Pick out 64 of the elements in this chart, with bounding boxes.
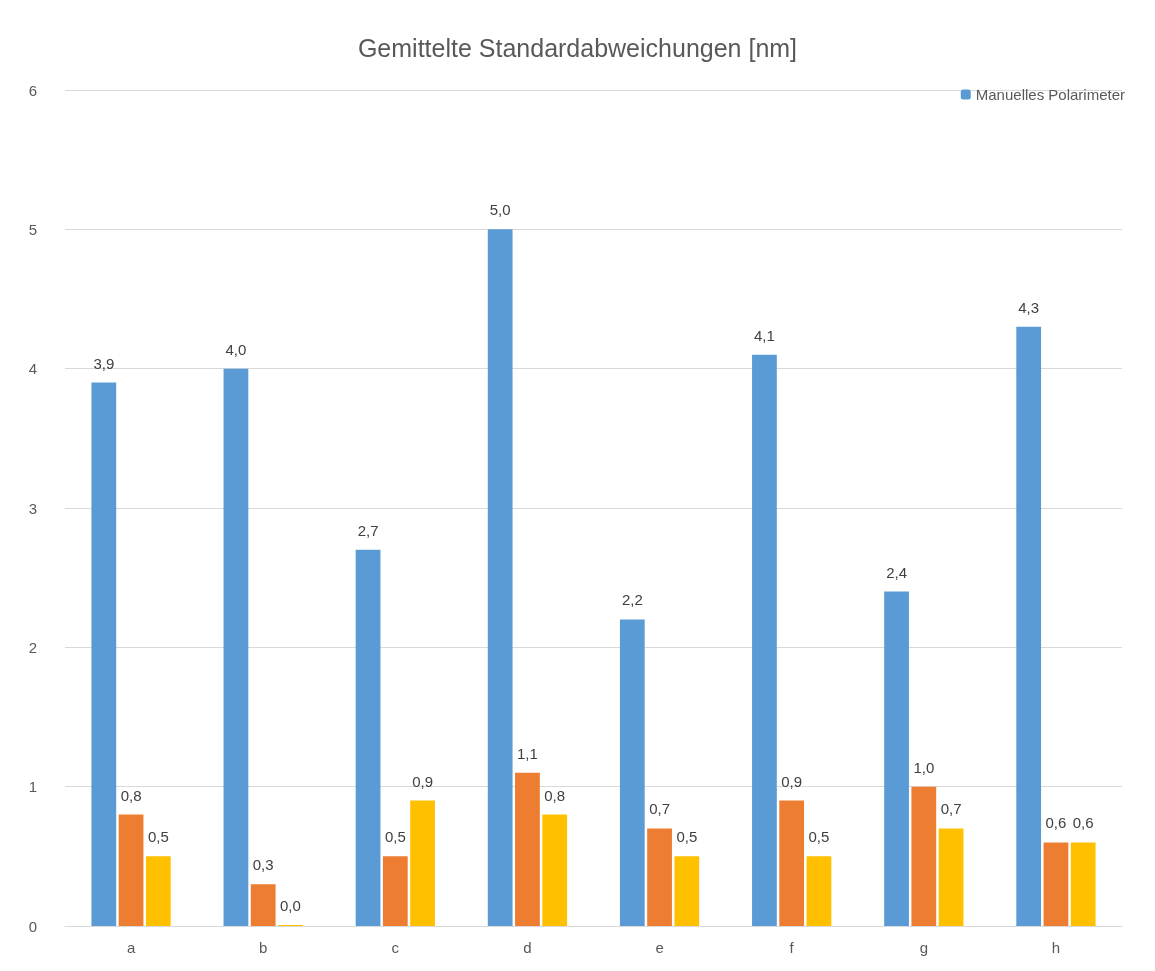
y-tick-label: 1 — [28, 778, 37, 796]
bar — [118, 814, 144, 926]
bar — [884, 591, 909, 926]
data-label: 1,1 — [517, 744, 538, 762]
bar — [382, 856, 408, 926]
bar — [1016, 326, 1042, 926]
bar — [250, 884, 276, 926]
x-tick-label: c — [391, 939, 400, 956]
data-label: 0,5 — [676, 828, 698, 846]
bar — [223, 368, 249, 926]
bar — [355, 549, 381, 926]
data-label: 4,3 — [1018, 298, 1040, 316]
bar — [806, 856, 832, 926]
chart-title: Gemittelte Standardabweichungen [nm] — [357, 33, 798, 62]
data-label: 0,5 — [147, 828, 169, 846]
bar — [911, 786, 937, 926]
data-label: 2,2 — [621, 591, 643, 609]
bar — [410, 800, 435, 926]
bar — [752, 354, 777, 926]
data-label: 0,5 — [808, 828, 830, 846]
bar — [145, 856, 171, 926]
bar — [1070, 842, 1096, 926]
bar — [647, 828, 672, 926]
bar — [674, 856, 700, 926]
data-label: 0,9 — [781, 772, 803, 790]
x-tick-label: b — [259, 939, 268, 956]
data-label: 2,4 — [886, 563, 907, 581]
data-label: 4,0 — [225, 340, 247, 358]
bar — [515, 772, 540, 926]
data-label: 1,0 — [913, 758, 935, 776]
data-label: 0,5 — [384, 828, 406, 846]
data-label: 3,9 — [93, 354, 115, 372]
data-label: 0,7 — [940, 800, 962, 818]
data-label: 0,6 — [1045, 814, 1067, 832]
x-tick-label: e — [655, 939, 664, 956]
data-label: 0,3 — [252, 856, 274, 874]
bar — [938, 828, 964, 926]
data-label: 0,8 — [120, 786, 142, 804]
data-label: 0,8 — [544, 786, 566, 804]
data-label: 5,0 — [489, 201, 511, 219]
data-label: 0,6 — [1072, 814, 1094, 832]
y-tick-label: 3 — [28, 499, 37, 517]
data-label: 0,9 — [412, 772, 433, 790]
bar — [1043, 842, 1069, 926]
data-label: 0,0 — [280, 897, 301, 914]
x-tick-label: g — [919, 939, 928, 956]
x-tick-label: h — [1051, 939, 1061, 956]
bar — [779, 800, 805, 926]
bar — [542, 814, 568, 926]
x-tick-label: a — [126, 939, 136, 956]
bar — [91, 382, 117, 926]
x-tick-label: d — [523, 939, 532, 956]
y-tick-label: 5 — [28, 220, 37, 238]
y-tick-label: 0 — [28, 917, 37, 935]
y-tick-label: 6 — [28, 81, 37, 99]
bar — [619, 619, 645, 926]
bar — [487, 229, 513, 926]
x-tick-label: f — [789, 939, 795, 956]
data-label: 2,7 — [357, 521, 379, 539]
legend-label: Manuelles Polarimeter — [975, 86, 1125, 103]
data-label: 4,1 — [754, 326, 775, 344]
y-tick-label: 4 — [28, 360, 37, 378]
data-label: 0,7 — [649, 800, 670, 818]
y-tick-label: 2 — [28, 638, 37, 656]
